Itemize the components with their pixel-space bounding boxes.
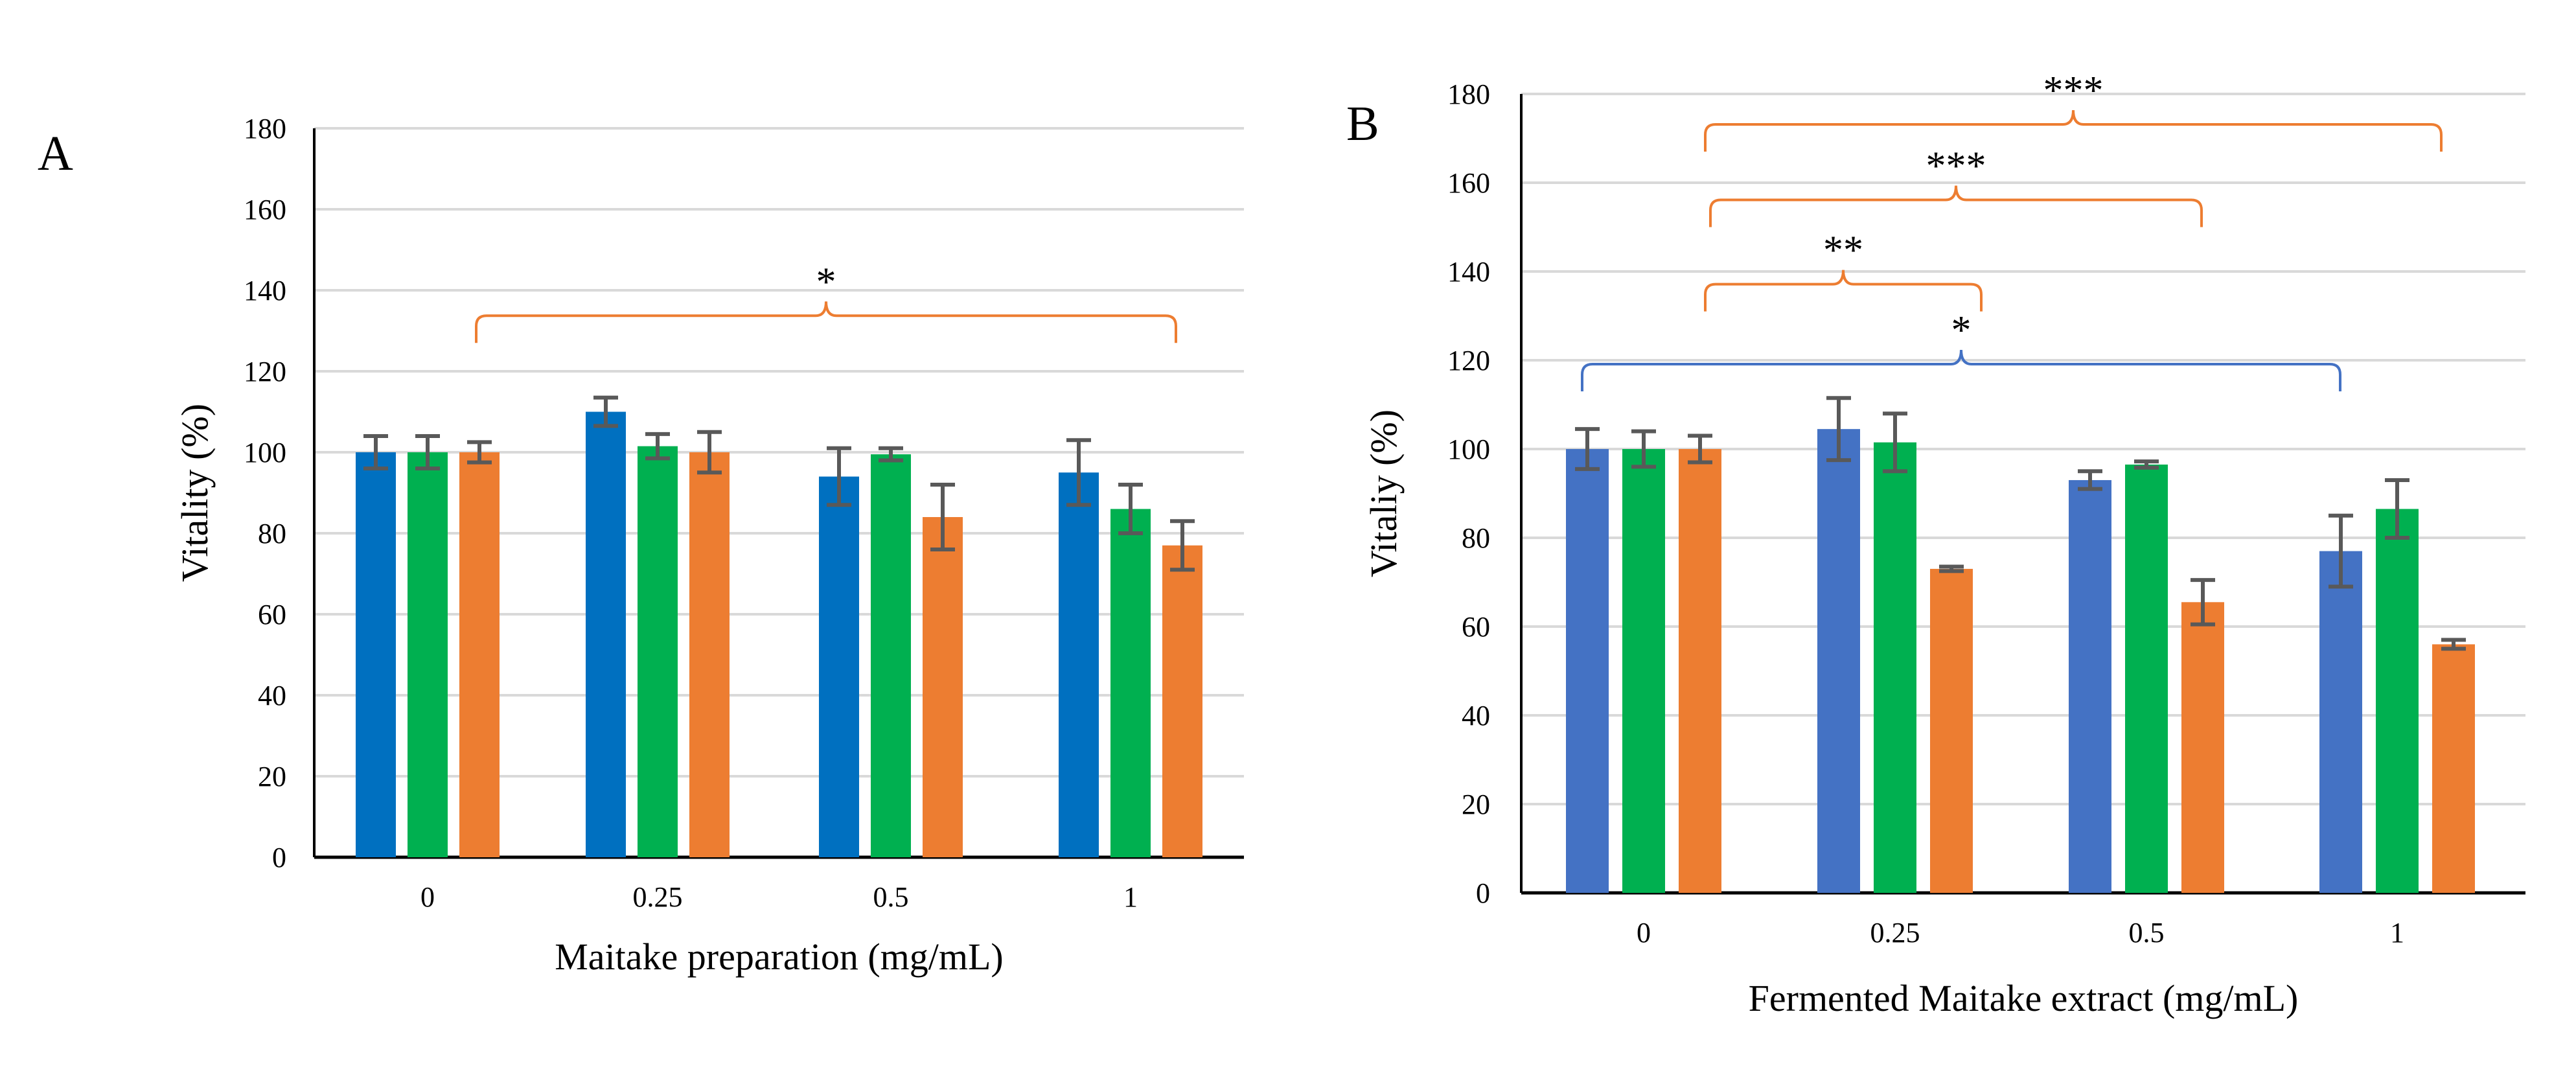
bar-series-3-cat-1: [689, 452, 730, 857]
bar-series-2-cat-0: [408, 452, 448, 857]
panel-label: A: [38, 126, 73, 181]
y-tick-label: 40: [258, 680, 286, 711]
bar-series-1-cat-1: [1817, 429, 1860, 893]
significance-label: **: [1823, 229, 1863, 273]
y-tick-label: 120: [244, 356, 286, 387]
x-tick-label: 0: [420, 881, 435, 913]
y-axis-title: Vitaliy (%): [1363, 410, 1405, 577]
y-tick-label: 120: [1447, 345, 1490, 376]
bar-series-3-cat-2: [923, 517, 963, 857]
y-tick-label: 80: [258, 518, 286, 549]
y-tick-label: 180: [244, 113, 286, 144]
bar-series-1-cat-2: [819, 476, 859, 857]
bar-series-3-cat-0: [459, 452, 500, 857]
bar-series-1-cat-3: [2319, 551, 2362, 893]
bar-series-3-cat-3: [1162, 545, 1202, 857]
x-tick-label: 0.5: [2129, 917, 2165, 949]
bar-series-2-cat-2: [871, 454, 911, 857]
bar-series-2-cat-1: [1874, 442, 1916, 893]
y-tick-label: 40: [1462, 700, 1490, 732]
significance-bracket: [1581, 349, 2341, 391]
significance-bracket: [1709, 185, 2203, 227]
y-tick-label: 0: [272, 842, 286, 873]
x-tick-label: 1: [2390, 917, 2404, 949]
y-tick-label: 20: [258, 761, 286, 792]
y-axis-title: Vitality (%): [174, 404, 216, 582]
y-tick-label: 160: [1447, 167, 1490, 199]
significance-bracket: [1704, 110, 2443, 152]
y-tick-label: 20: [1462, 789, 1490, 820]
bar-series-2-cat-2: [2125, 464, 2168, 893]
bar-series-3-cat-0: [1679, 449, 1721, 893]
y-tick-label: 100: [1447, 433, 1490, 465]
y-tick-label: 0: [1476, 877, 1490, 909]
significance-label: ***: [1926, 144, 1986, 189]
panel-a: 0 20 40 60 80 100 120 140 160 180 0 0.25 0.5 1 Maitake…: [38, 113, 1244, 978]
x-tick-label: 0.5: [873, 881, 909, 913]
y-tick-label: 80: [1462, 522, 1490, 554]
y-tick-label: 180: [1447, 78, 1490, 110]
y-tick-label: 60: [258, 599, 286, 630]
bar-series-2-cat-0: [1622, 449, 1665, 893]
bar-series-1-cat-0: [356, 452, 396, 857]
y-tick-label: 60: [1462, 611, 1490, 643]
x-tick-label: 1: [1123, 881, 1138, 913]
significance-label: *: [816, 260, 836, 304]
bar-series-2-cat-3: [1110, 509, 1151, 857]
x-tick-label: 0.25: [633, 881, 683, 913]
bar-series-1-cat-1: [586, 411, 626, 857]
bar-series-3-cat-3: [2432, 644, 2475, 893]
bar-series-1-cat-0: [1566, 449, 1609, 893]
bar-series-2-cat-3: [2376, 509, 2419, 893]
bar-series-3-cat-1: [1930, 568, 1973, 893]
significance-label: ***: [2043, 69, 2104, 113]
significance-bracket: [1704, 270, 1983, 312]
x-axis-title: Fermented Maitake extract (mg/mL): [1749, 977, 2299, 1019]
y-tick-label: 140: [1447, 256, 1490, 288]
panel-b: 0 20 40 60 80 100 120 140 160 180 0 0.25 0.5 1 Ferment…: [1346, 69, 2525, 1019]
bar-series-1-cat-3: [1059, 472, 1099, 857]
y-tick-label: 160: [244, 194, 286, 225]
bar-series-1-cat-2: [2069, 479, 2111, 893]
y-tick-label: 140: [244, 275, 286, 306]
x-tick-label: 0: [1637, 917, 1651, 949]
y-tick-label: 100: [244, 437, 286, 468]
bar-series-3-cat-2: [2181, 602, 2224, 893]
significance-bracket: [475, 301, 1177, 343]
bar-series-2-cat-1: [638, 446, 678, 857]
significance-label: *: [1951, 308, 1972, 352]
panel-label: B: [1346, 97, 1379, 151]
x-axis-title: Maitake preparation (mg/mL): [555, 936, 1004, 978]
x-tick-label: 0.25: [1870, 917, 1920, 949]
